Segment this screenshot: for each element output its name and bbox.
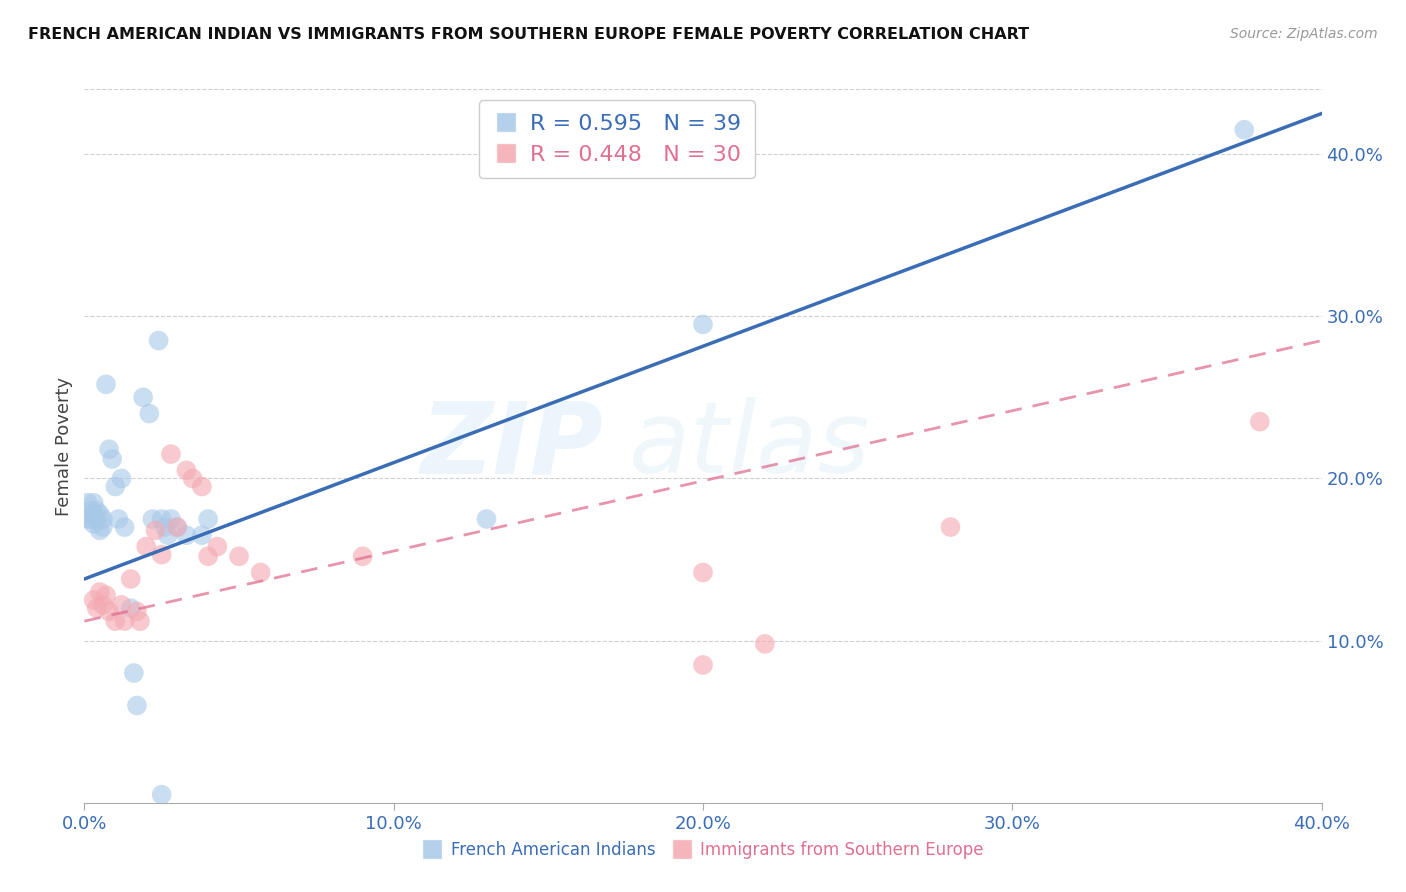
Point <box>120 601 142 615</box>
Point <box>148 334 170 348</box>
Point <box>83 593 105 607</box>
Point <box>110 471 132 485</box>
Point <box>86 504 108 518</box>
Point <box>91 598 114 612</box>
Point <box>692 657 714 672</box>
Text: Source: ZipAtlas.com: Source: ZipAtlas.com <box>1230 27 1378 41</box>
Point <box>692 566 714 580</box>
Point <box>91 520 114 534</box>
Point <box>125 604 148 618</box>
Point <box>79 512 101 526</box>
Point <box>176 463 198 477</box>
Point <box>129 614 152 628</box>
Text: FRENCH AMERICAN INDIAN VS IMMIGRANTS FROM SOUTHERN EUROPE FEMALE POVERTY CORRELA: FRENCH AMERICAN INDIAN VS IMMIGRANTS FRO… <box>28 27 1029 42</box>
Point <box>150 788 173 802</box>
Point <box>110 598 132 612</box>
Point <box>249 566 271 580</box>
Text: ZIP: ZIP <box>420 398 605 494</box>
Point <box>135 540 157 554</box>
Point <box>83 516 105 531</box>
Point <box>83 507 105 521</box>
Point <box>89 585 111 599</box>
Point <box>352 549 374 564</box>
Point <box>122 666 145 681</box>
Point <box>228 549 250 564</box>
Point <box>76 512 98 526</box>
Point <box>176 528 198 542</box>
Point <box>138 407 160 421</box>
Point <box>197 512 219 526</box>
Point <box>197 549 219 564</box>
Point <box>153 520 176 534</box>
Point <box>94 588 117 602</box>
Point <box>181 471 204 485</box>
Point <box>98 604 121 618</box>
Point <box>114 614 136 628</box>
Point <box>191 528 214 542</box>
Text: atlas: atlas <box>628 398 870 494</box>
Point <box>475 512 498 526</box>
Point <box>104 614 127 628</box>
Point <box>125 698 148 713</box>
Point <box>141 512 163 526</box>
Point <box>160 512 183 526</box>
Point <box>120 572 142 586</box>
Point <box>692 318 714 332</box>
Point <box>76 496 98 510</box>
Point <box>939 520 962 534</box>
Point <box>156 528 179 542</box>
Point <box>132 390 155 404</box>
Point <box>1233 122 1256 136</box>
Point <box>754 637 776 651</box>
Point <box>86 601 108 615</box>
Point <box>191 479 214 493</box>
Point <box>150 548 173 562</box>
Point <box>160 447 183 461</box>
Point <box>207 540 229 554</box>
Point <box>107 512 129 526</box>
Legend: French American Indians, Immigrants from Southern Europe: French American Indians, Immigrants from… <box>416 835 990 866</box>
Point <box>91 512 114 526</box>
Point <box>145 524 167 538</box>
Point <box>89 507 111 521</box>
Y-axis label: Female Poverty: Female Poverty <box>55 376 73 516</box>
Point <box>89 524 111 538</box>
Point <box>101 452 124 467</box>
Point <box>150 512 173 526</box>
Point <box>166 520 188 534</box>
Point <box>86 512 108 526</box>
Point <box>79 504 101 518</box>
Point <box>1249 415 1271 429</box>
Point <box>83 496 105 510</box>
Point <box>114 520 136 534</box>
Point <box>166 520 188 534</box>
Point <box>104 479 127 493</box>
Point <box>98 442 121 457</box>
Point <box>94 377 117 392</box>
